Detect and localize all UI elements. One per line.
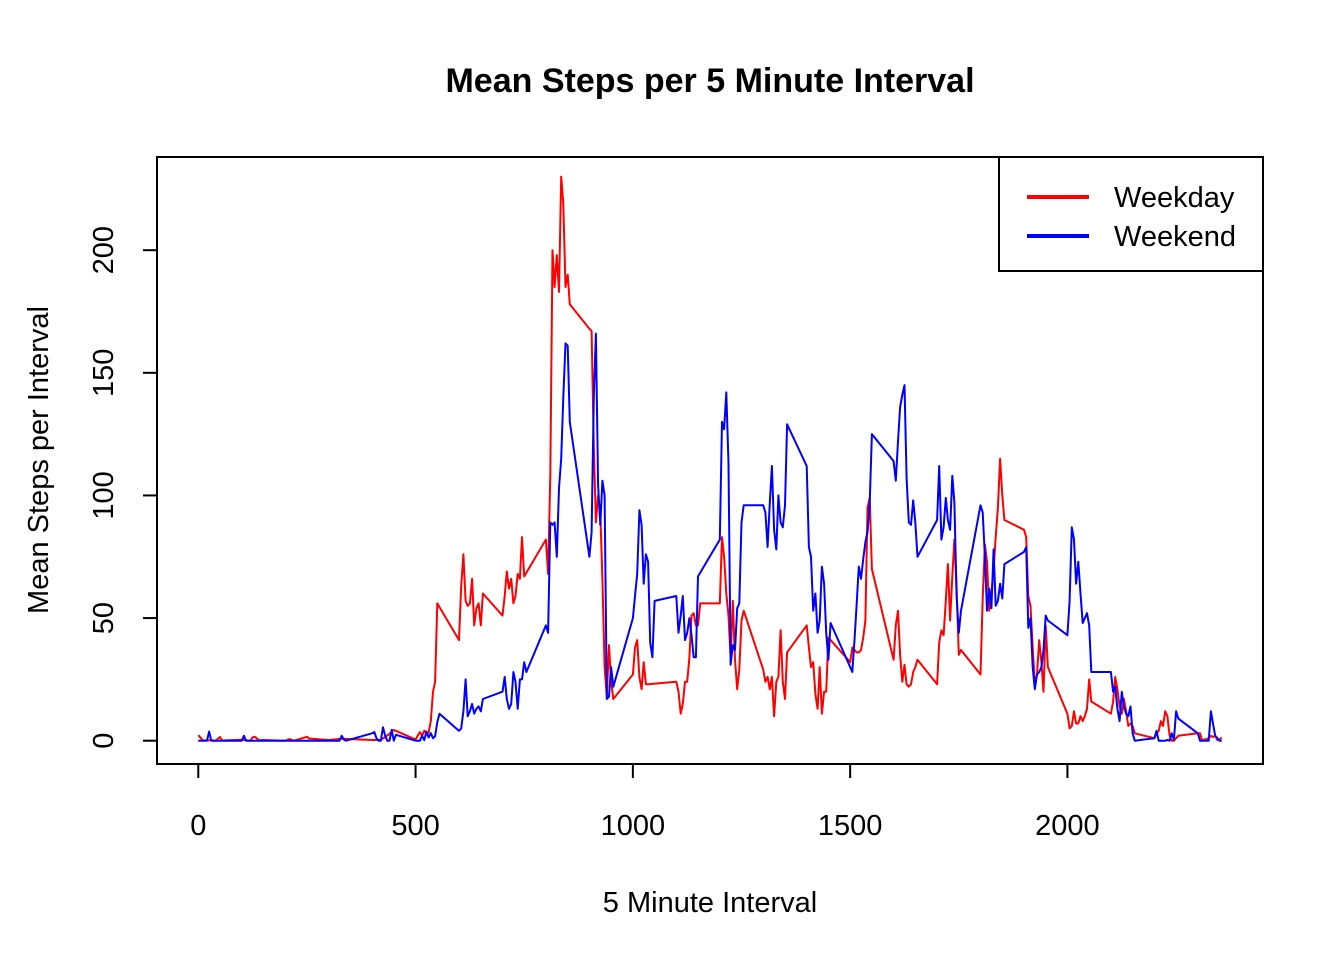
x-axis: 0 500 1000 1500 2000 [190,763,1100,842]
x-tick-label: 0 [190,810,206,842]
plot-frame [156,156,1264,765]
series-line-weekday [197,175,1223,742]
y-axis-label: Mean Steps per Interval [23,306,55,614]
legend-box [998,156,1264,272]
y-tick-label: 0 [88,733,120,749]
x-tick-label: 1000 [601,810,666,842]
plot-area [197,175,1223,742]
x-axis-label: 5 Minute Interval [603,887,817,919]
x-tick-label: 1500 [818,810,883,842]
legend: Weekday Weekend [998,156,1264,272]
x-tick-label: 500 [391,810,439,842]
y-tick-label: 100 [88,471,120,519]
chart-title: Mean Steps per 5 Minute Interval [445,62,974,100]
y-axis: 0 50 100 150 200 [88,226,158,749]
legend-label-weekend: Weekend [1114,221,1236,253]
y-tick-label: 200 [88,226,120,274]
x-tick-label: 2000 [1035,810,1100,842]
legend-label-weekday: Weekday [1114,182,1235,214]
y-tick-label: 50 [88,602,120,634]
y-tick-label: 150 [88,349,120,397]
series-line-weekend [198,332,1222,742]
